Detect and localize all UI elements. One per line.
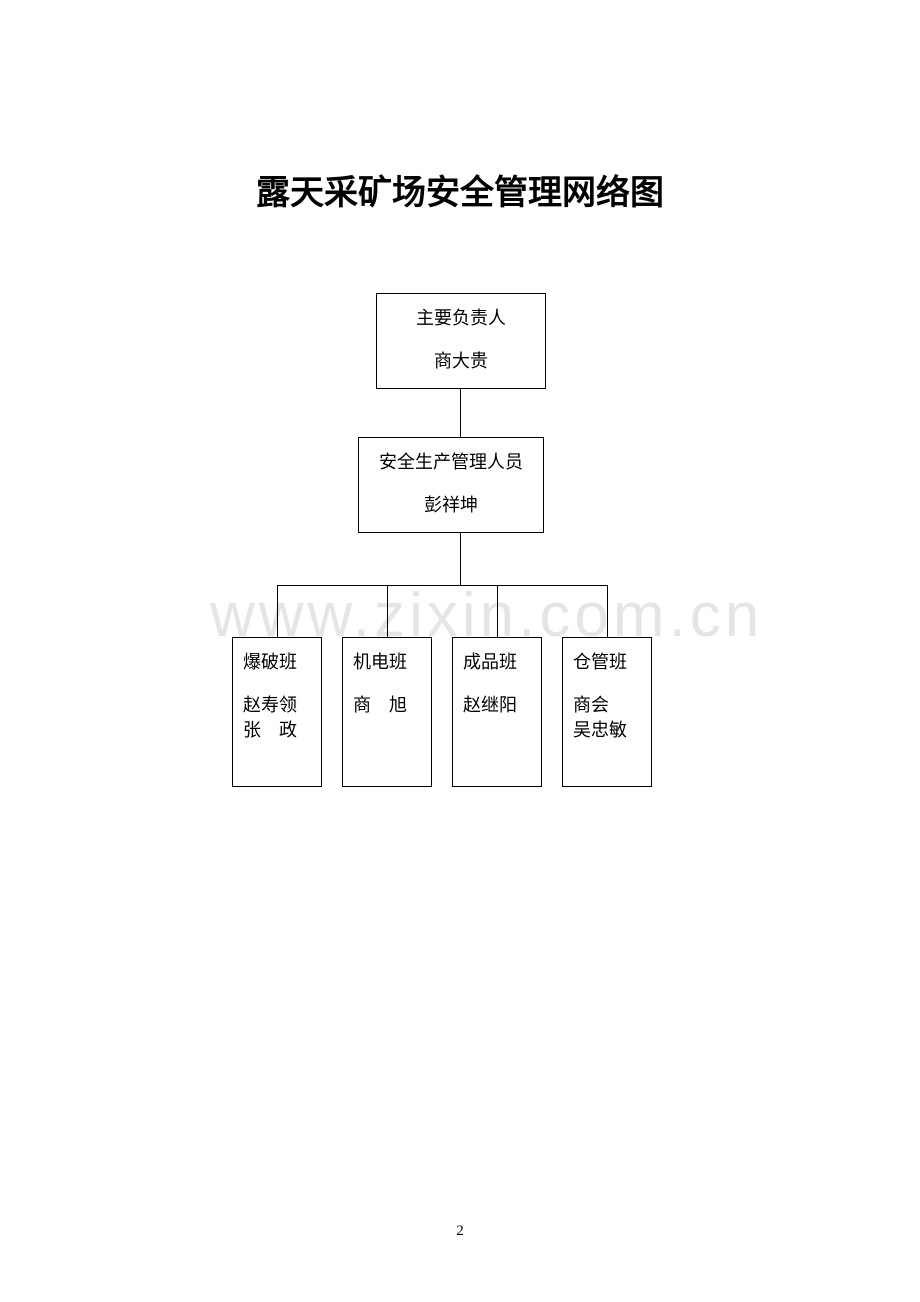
person-name: 赵继阳 — [463, 693, 531, 718]
node-leaf-jidian: 机电班 商 旭 — [342, 637, 432, 787]
person-name: 张 政 — [243, 718, 311, 743]
node-leaf-cangguan-role: 仓管班 — [573, 650, 641, 675]
node-leaf-baopo-role: 爆破班 — [243, 650, 311, 675]
node-root-role: 主要负责人 — [387, 306, 535, 331]
node-leaf-chengpin-role: 成品班 — [463, 650, 531, 675]
node-root: 主要负责人 商大贵 — [376, 293, 546, 389]
node-manager: 安全生产管理人员 彭祥坤 — [358, 437, 544, 533]
node-leaf-jidian-role: 机电班 — [353, 650, 421, 675]
node-leaf-cangguan-names: 商会 吴忠敏 — [573, 693, 641, 743]
connector-mgr-down — [460, 533, 461, 585]
node-leaf-baopo-names: 赵寿领 张 政 — [243, 693, 311, 743]
node-leaf-cangguan: 仓管班 商会 吴忠敏 — [562, 637, 652, 787]
connector-drop-3 — [497, 585, 498, 637]
person-name: 赵寿领 — [243, 693, 311, 718]
connector-drop-2 — [387, 585, 388, 637]
person-name: 吴忠敏 — [573, 718, 641, 743]
page-number: 2 — [0, 1223, 920, 1240]
node-manager-role: 安全生产管理人员 — [369, 450, 533, 475]
person-name: 商会 — [573, 693, 641, 718]
connector-root-mgr — [460, 389, 461, 437]
node-manager-name: 彭祥坤 — [369, 493, 533, 518]
node-leaf-baopo: 爆破班 赵寿领 张 政 — [232, 637, 322, 787]
node-leaf-chengpin-names: 赵继阳 — [463, 693, 531, 718]
node-leaf-chengpin: 成品班 赵继阳 — [452, 637, 542, 787]
node-root-name: 商大贵 — [387, 349, 535, 374]
page-title: 露天采矿场安全管理网络图 — [0, 165, 920, 214]
connector-hbar — [277, 585, 608, 586]
connector-drop-1 — [277, 585, 278, 637]
connector-drop-4 — [607, 585, 608, 637]
node-leaf-jidian-names: 商 旭 — [353, 693, 421, 718]
person-name: 商 旭 — [353, 693, 421, 718]
